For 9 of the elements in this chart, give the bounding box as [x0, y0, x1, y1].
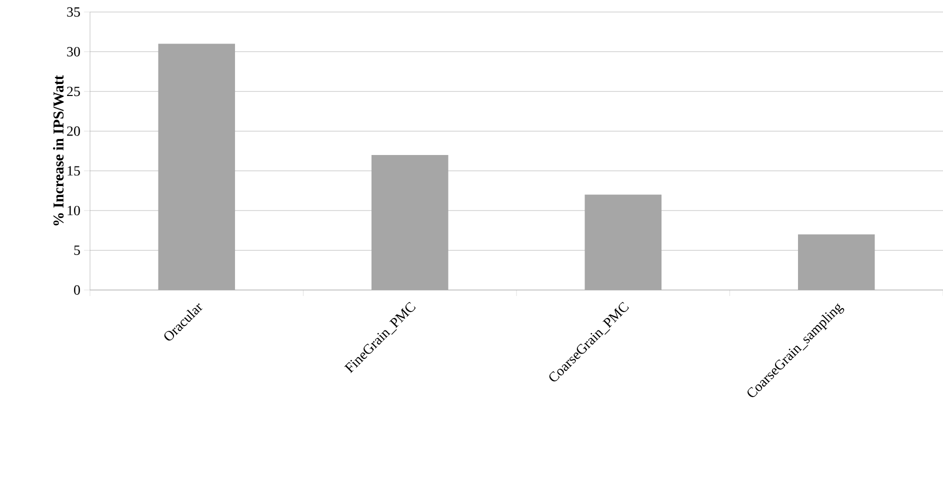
y-tick-label: 10	[68, 206, 80, 216]
y-tick-label: 35	[67, 7, 80, 17]
y-axis-title: % Increase in IPS/Watt	[53, 75, 64, 226]
y-tick-label: 15	[68, 166, 80, 176]
y-tick-label: 20	[67, 126, 80, 136]
y-tick-label: 30	[67, 46, 80, 56]
y-tick-label: 5	[74, 246, 80, 255]
y-tick-label: 0	[74, 285, 80, 295]
y-tick-label: 25	[67, 86, 80, 96]
